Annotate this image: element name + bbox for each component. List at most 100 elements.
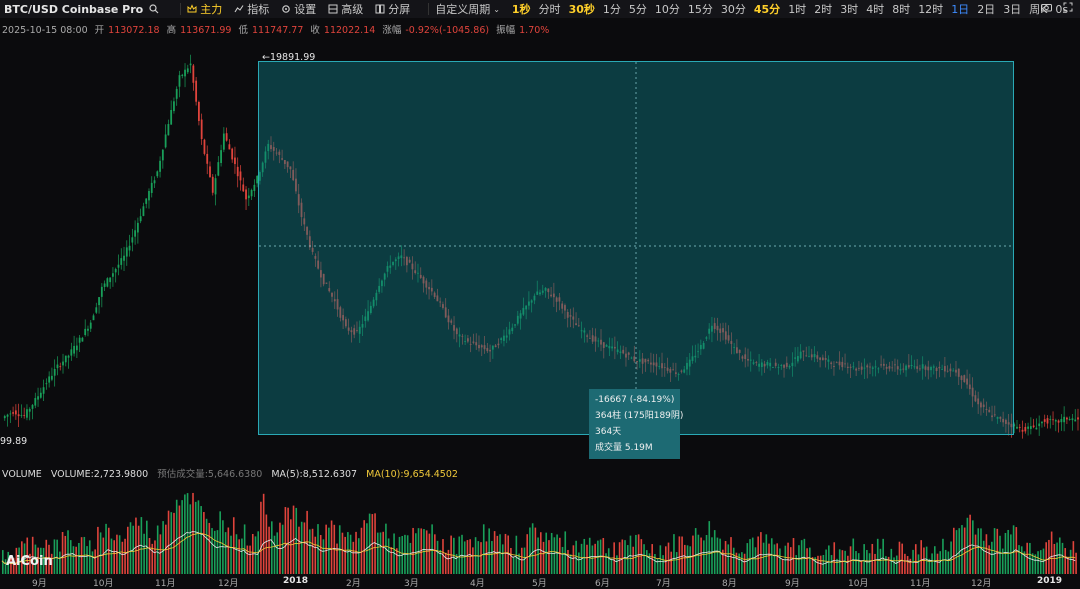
- indicator-button[interactable]: 指标: [234, 1, 269, 17]
- candle-body: [103, 283, 106, 287]
- settings-button[interactable]: 设置: [281, 1, 316, 17]
- candle-body: [1057, 420, 1060, 423]
- candle-body: [34, 398, 37, 406]
- candle-body: [267, 143, 270, 152]
- candle-body: [946, 370, 949, 372]
- volume-bar: [700, 537, 702, 574]
- candle-body: [1010, 423, 1013, 428]
- candle-body: [278, 151, 281, 155]
- candle-body: [436, 295, 439, 302]
- candle-body: [89, 322, 92, 329]
- candle-body: [808, 356, 810, 358]
- volume-chart[interactable]: [0, 476, 1080, 574]
- candle-body: [400, 255, 403, 259]
- candle-body: [716, 325, 719, 331]
- candle-body: [1013, 424, 1016, 427]
- candle-body: [494, 345, 497, 348]
- volume-bar: [626, 545, 629, 574]
- candle-body: [1041, 421, 1043, 424]
- candle-body: [780, 365, 783, 366]
- period-option[interactable]: 3日: [1003, 3, 1022, 16]
- period-option[interactable]: 8时: [892, 3, 911, 16]
- period-option[interactable]: 0s: [1055, 3, 1069, 16]
- candle-body: [114, 269, 117, 273]
- volume-bar: [347, 532, 349, 574]
- candle-body: [228, 144, 231, 150]
- candle-body: [930, 367, 932, 371]
- candle-body: [724, 331, 727, 340]
- candle-body: [858, 367, 860, 369]
- candle-body: [749, 359, 752, 361]
- volume-bar: [143, 533, 145, 574]
- volume-bar: [567, 549, 569, 574]
- period-option[interactable]: 3时: [840, 3, 859, 16]
- period-option[interactable]: 30秒: [568, 3, 595, 16]
- volume-bar: [741, 552, 743, 574]
- volume-bar: [31, 536, 34, 574]
- candle-body: [735, 347, 738, 354]
- period-option[interactable]: 1时: [788, 3, 807, 16]
- period-option[interactable]: 2时: [814, 3, 833, 16]
- candle-body: [661, 363, 663, 369]
- volume-bar: [890, 548, 893, 574]
- candle-body: [489, 349, 491, 352]
- price-chart[interactable]: [0, 34, 1080, 464]
- volume-bar: [10, 557, 12, 574]
- volume-bar: [1031, 553, 1034, 574]
- range-measure-box[interactable]: [258, 61, 1014, 435]
- volume-bar: [708, 521, 711, 574]
- candle-body: [1029, 426, 1032, 429]
- custom-period-dropdown[interactable]: 自定义周期 ⌄: [435, 1, 500, 17]
- candle-body: [844, 363, 846, 365]
- period-option[interactable]: 45分: [753, 3, 781, 16]
- volume-bar: [276, 532, 279, 574]
- candle-body: [708, 328, 711, 334]
- volume-bar: [898, 541, 901, 574]
- candle-body: [148, 191, 150, 201]
- period-option[interactable]: 2日: [977, 3, 996, 16]
- period-option[interactable]: 15分: [687, 3, 713, 16]
- volume-bar: [395, 548, 398, 574]
- volume-bar: [88, 540, 91, 574]
- period-option[interactable]: 分时: [538, 3, 561, 16]
- volume-bar: [572, 545, 575, 574]
- symbol-title[interactable]: BTC/USD Coinbase Pro: [4, 2, 144, 16]
- period-option[interactable]: 1秒: [511, 3, 531, 16]
- candle-body: [283, 159, 286, 164]
- volume-bar: [447, 549, 450, 574]
- volume-bar: [249, 545, 251, 574]
- candle-body: [1024, 426, 1027, 432]
- main-force-button[interactable]: 主力: [187, 1, 222, 17]
- x-axis-label: 10月: [93, 579, 114, 589]
- candle-body: [921, 364, 924, 369]
- candle-body: [910, 364, 913, 367]
- period-option[interactable]: 12时: [918, 3, 944, 16]
- split-screen-button[interactable]: 分屏: [375, 1, 410, 17]
- candle-body: [394, 259, 397, 262]
- volume-bar: [803, 538, 806, 574]
- candle-body: [882, 363, 885, 366]
- volume-bar: [754, 547, 757, 574]
- period-option[interactable]: 10分: [654, 3, 680, 16]
- period-option[interactable]: 4时: [866, 3, 885, 16]
- volume-bar: [526, 534, 529, 574]
- period-option[interactable]: 周K: [1029, 3, 1048, 16]
- volume-bar: [298, 526, 300, 574]
- volume-bar: [529, 527, 531, 574]
- advanced-button[interactable]: 高级: [328, 1, 363, 17]
- search-icon[interactable]: [149, 4, 162, 14]
- candle-body: [375, 292, 378, 301]
- candle-body: [650, 362, 652, 365]
- fullscreen-icon[interactable]: [1063, 2, 1073, 12]
- volume-bar: [678, 536, 681, 574]
- candle-body: [447, 315, 450, 323]
- candle-body: [511, 327, 514, 332]
- volume-bar: [61, 532, 64, 574]
- period-option[interactable]: 1日: [951, 3, 970, 16]
- candle-body: [344, 319, 347, 327]
- period-option[interactable]: 5分: [628, 3, 647, 16]
- camera-icon[interactable]: [1040, 2, 1053, 12]
- period-option[interactable]: 30分: [720, 3, 746, 16]
- candle-body: [544, 287, 547, 291]
- period-option[interactable]: 1分: [602, 3, 621, 16]
